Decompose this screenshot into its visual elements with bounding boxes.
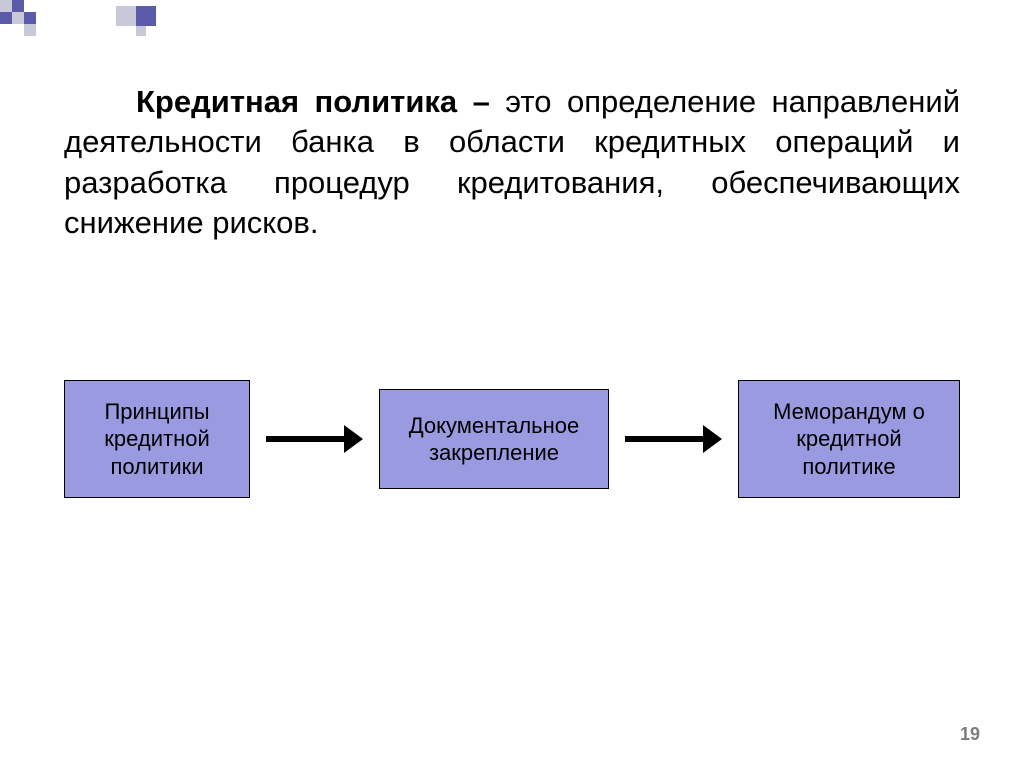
paragraph-lead: Кредитная политика – <box>136 84 490 119</box>
corner-decoration <box>0 0 160 36</box>
definition-paragraph: Кредитная политика – это определение нап… <box>64 82 960 243</box>
flow-node-n2: Документальное закрепление <box>379 389 609 489</box>
flow-arrow <box>625 425 722 453</box>
deco-square <box>24 12 36 24</box>
deco-square <box>116 6 136 26</box>
deco-square <box>12 0 24 12</box>
flow-arrow <box>266 425 363 453</box>
flowchart: Принципы кредитной политики Документально… <box>64 380 960 498</box>
deco-square <box>136 6 156 26</box>
deco-square <box>136 26 146 36</box>
deco-square <box>24 24 36 36</box>
flow-node-n3: Меморандум о кредитной политике <box>738 380 960 498</box>
deco-square <box>12 12 24 24</box>
deco-square <box>0 12 12 24</box>
deco-square <box>24 0 36 12</box>
deco-square <box>0 0 12 12</box>
flow-node-n1: Принципы кредитной политики <box>64 380 250 498</box>
page-number: 19 <box>960 724 980 745</box>
